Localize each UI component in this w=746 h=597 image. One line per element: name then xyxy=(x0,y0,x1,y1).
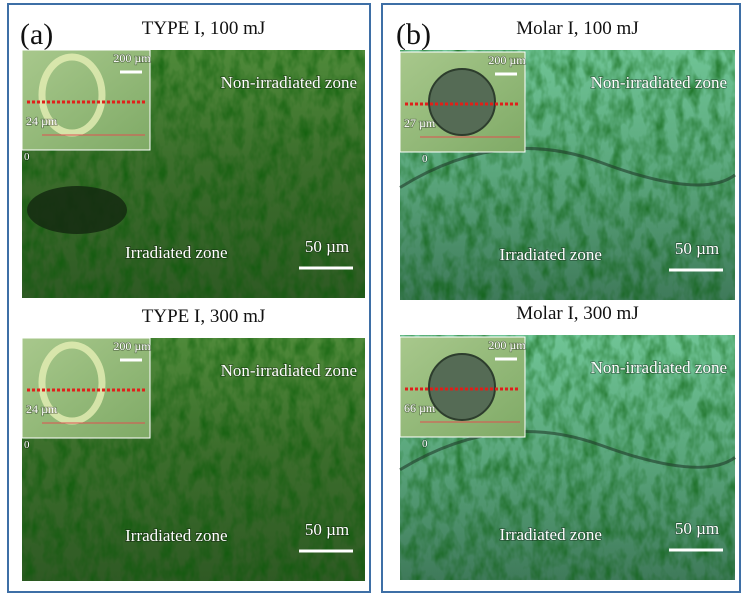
scale-bar-label: 50 µm xyxy=(675,519,719,538)
inset-crater xyxy=(428,68,496,136)
inset-depth-label: 24 µm xyxy=(26,402,58,416)
micrograph: 200 µm 66 µm 0 Non-irradiated zone Irradiate… xyxy=(399,335,736,580)
inset-crater xyxy=(38,53,106,137)
inset-scale-label: 200 µm xyxy=(113,339,151,353)
boundary-crack xyxy=(399,147,736,189)
zone-label: Irradiated zone xyxy=(500,525,602,544)
panel-label: (b) xyxy=(396,18,431,51)
panel-frame xyxy=(381,3,741,593)
micrograph: 200 µm 24 µm 0 Non-irradiated zone Irradiate… xyxy=(21,337,365,581)
image-title: Molar I, 300 mJ xyxy=(516,303,638,324)
inset-depth-label: 24 µm xyxy=(26,114,58,128)
zone-label: Irradiated zone xyxy=(125,526,227,545)
inset-scale-label: 200 µm xyxy=(113,51,151,65)
inset-zero-label: 0 xyxy=(24,151,30,163)
micrograph: 200 µm 27 µm 0 Non-irradiated zone Irradiate… xyxy=(399,50,736,300)
zone-label: Non-irradiated zone xyxy=(591,73,727,92)
scale-bar-label: 50 µm xyxy=(675,239,719,258)
inset-zero-label: 0 xyxy=(24,439,30,451)
zone-label: Irradiated zone xyxy=(500,245,602,264)
scale-bar-label: 50 µm xyxy=(305,520,349,539)
dark-spot xyxy=(27,186,127,234)
scale-bar-label: 50 µm xyxy=(305,237,349,256)
zone-label: Non-irradiated zone xyxy=(221,73,357,92)
zone-label: Non-irradiated zone xyxy=(221,361,357,380)
panels: (a) TYPE I, 100 mJ 200 µm 24 µm 0 Non-irradia… xyxy=(20,18,736,581)
inset-zero-label: 0 xyxy=(422,153,428,165)
inset-scale-label: 200 µm xyxy=(488,338,526,352)
inset-zero-label: 0 xyxy=(422,438,428,450)
inset-crater xyxy=(38,341,106,425)
inset-depth-label: 66 µm xyxy=(404,401,436,415)
micrograph: 200 µm 24 µm 0 Non-irradiated zone Irradiate… xyxy=(21,49,365,298)
image-title: Molar I, 100 mJ xyxy=(516,18,638,39)
boundary-crack xyxy=(399,430,736,472)
zone-label: Irradiated zone xyxy=(125,243,227,262)
panel-label: (a) xyxy=(20,18,53,51)
inset-depth-label: 27 µm xyxy=(404,116,436,130)
image-title: TYPE I, 300 mJ xyxy=(142,306,266,327)
inset-crater xyxy=(428,353,496,421)
panel-frame xyxy=(7,3,371,593)
image-title: TYPE I, 100 mJ xyxy=(142,18,266,39)
inset-scale-label: 200 µm xyxy=(488,53,526,67)
zone-label: Non-irradiated zone xyxy=(591,358,727,377)
